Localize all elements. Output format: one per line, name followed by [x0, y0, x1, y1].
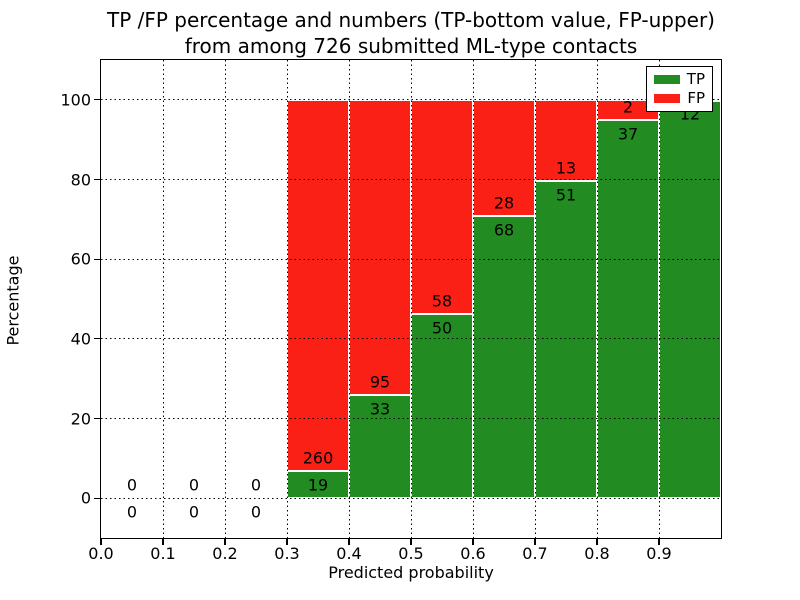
legend: TP FP — [646, 66, 713, 112]
x-tick-mark — [472, 539, 474, 546]
y-tick-mark — [93, 338, 100, 340]
tp-swatch-icon — [654, 75, 680, 85]
tp-bar-segment — [597, 120, 659, 499]
legend-label-fp: FP — [687, 88, 705, 107]
x-tick-label: 0.6 — [460, 544, 486, 563]
fp-count-label: 0 — [188, 475, 200, 495]
tp-count-label: 33 — [369, 399, 391, 419]
y-tick-label: 0 — [80, 488, 91, 508]
tp-count-label: 0 — [250, 502, 262, 522]
fp-bar-segment — [411, 99, 473, 314]
tp-count-label: 19 — [307, 475, 329, 495]
y-tick-label: 60 — [70, 249, 91, 269]
x-tick-label: 0.9 — [646, 544, 672, 563]
x-tick-label: 0.7 — [522, 544, 548, 563]
fp-count-label: 260 — [302, 448, 334, 468]
tp-bar-segment — [411, 313, 473, 499]
plot-area: 0000002601995335850286813512370120.00.10… — [60, 59, 722, 563]
fp-swatch-icon — [654, 93, 680, 103]
y-tick-mark — [93, 417, 100, 420]
x-tick-mark — [596, 539, 598, 546]
gridline-vertical — [286, 60, 288, 538]
x-tick-label: 0.8 — [584, 544, 610, 563]
x-tick-mark — [534, 539, 536, 546]
x-tick-mark — [658, 539, 660, 546]
gridline-vertical — [658, 60, 660, 538]
y-tick-label: 20 — [70, 409, 91, 428]
tp-count-label: 37 — [617, 124, 639, 144]
chart-title-line2: from among 726 submitted ML-type contact… — [184, 34, 638, 58]
gridline-vertical — [348, 60, 350, 538]
y-tick-mark — [93, 99, 100, 101]
tp-bar-segment — [287, 471, 349, 499]
x-tick-label: 0.2 — [212, 544, 238, 563]
x-tick-mark — [286, 539, 288, 546]
y-tick-label: 40 — [70, 329, 91, 349]
fp-count-label: 95 — [369, 372, 391, 392]
x-tick-mark — [348, 539, 350, 546]
gridline-vertical — [410, 60, 412, 538]
plot-inner: 0000002601995335850286813512370120.00.10… — [60, 60, 721, 563]
gridline-vertical — [162, 60, 164, 538]
y-axis-label: Percentage — [3, 255, 23, 346]
y-tick-label: 100 — [60, 90, 91, 110]
legend-label-tp: TP — [686, 70, 705, 89]
tp-bar-segment — [349, 395, 411, 499]
gridline-vertical — [472, 60, 474, 538]
x-tick-label: 0.4 — [336, 544, 362, 563]
tp-count-label: 51 — [555, 185, 577, 205]
fp-bar-segment — [287, 99, 349, 472]
fp-count-label: 13 — [555, 158, 577, 178]
y-tick-mark — [93, 497, 100, 499]
y-tick-mark — [93, 178, 100, 181]
x-tick-mark — [100, 539, 102, 546]
chart-title-line1: TP /FP percentage and numbers (TP-bottom… — [107, 8, 715, 32]
legend-item-fp: FP — [654, 88, 705, 107]
tp-count-label: 68 — [493, 220, 515, 240]
fp-count-label: 58 — [431, 291, 453, 311]
x-tick-mark — [224, 539, 226, 546]
tp-count-label: 0 — [126, 502, 138, 522]
y-tick-label: 80 — [70, 170, 91, 189]
gridline-vertical — [596, 60, 598, 538]
x-tick-label: 0.1 — [150, 544, 176, 563]
tp-bar-segment — [473, 216, 535, 499]
x-axis-label: Predicted probability — [328, 563, 494, 582]
x-tick-mark — [410, 539, 412, 546]
fp-bar-segment — [535, 99, 597, 181]
x-tick-label: 0.5 — [398, 544, 424, 563]
fp-bar-segment — [349, 99, 411, 396]
gridline-vertical — [224, 60, 226, 538]
tp-bar-segment — [535, 180, 597, 499]
tp-bar-segment — [659, 99, 721, 499]
y-tick-mark — [93, 258, 100, 260]
x-tick-mark — [162, 539, 164, 546]
fp-count-label: 0 — [250, 475, 262, 495]
fp-count-label: 28 — [493, 193, 515, 213]
legend-item-tp: TP — [654, 72, 705, 87]
x-tick-label: 0.3 — [274, 544, 300, 563]
tp-count-label: 50 — [431, 318, 453, 338]
fp-count-label: 0 — [126, 475, 138, 495]
fp-count-label: 2 — [622, 97, 634, 117]
gridline-vertical — [534, 60, 536, 538]
tp-count-label: 0 — [188, 502, 200, 522]
x-tick-label: 0.0 — [88, 544, 114, 563]
